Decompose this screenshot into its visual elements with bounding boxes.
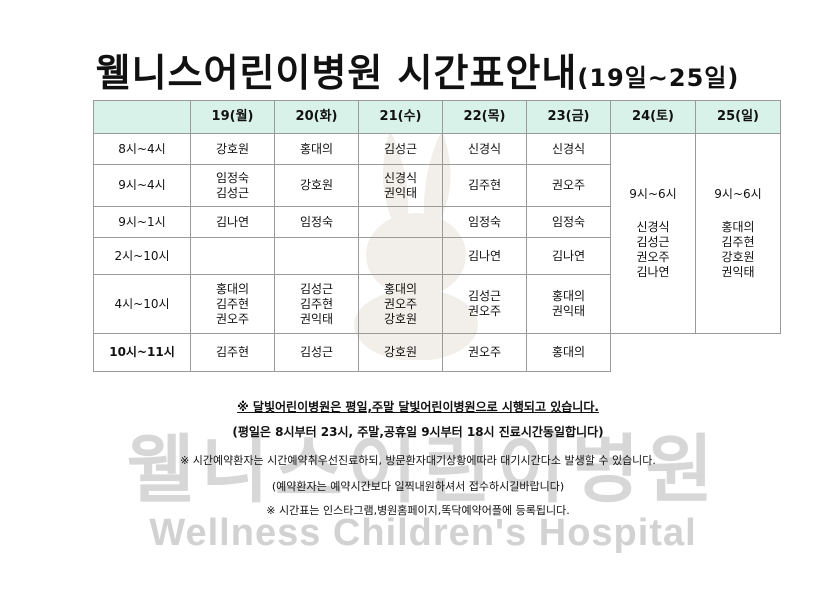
doctor-cell: 김주현: [442, 164, 527, 207]
doctor-cell: 김나연: [526, 237, 611, 275]
title-date-range: (19일~25일): [577, 64, 740, 92]
doctor-cell: 홍대의 권익태: [526, 274, 611, 334]
title-main: 웰니스어린이병원 시간표안내: [95, 51, 578, 95]
saturday-doctors: 신경식 김성근 권오주 김나연: [636, 220, 670, 279]
header-day: 19(월): [190, 100, 275, 134]
doctor-cell: 임정숙 김성근: [190, 164, 275, 207]
doctor-cell: [274, 237, 359, 275]
doctor-cell: 강호원: [274, 164, 359, 207]
header-row: 19(월) 20(화) 21(수) 22(목) 23(금) 24(토) 25(일…: [93, 100, 781, 134]
doctor-cell: [358, 206, 443, 238]
table-row: 9시~4시 임정숙 김성근 강호원 신경식 권익태 김주현 권오주: [93, 164, 781, 207]
table-row: 9시~1시 김나연 임정숙 임정숙 임정숙: [93, 206, 781, 238]
doctor-cell: 신경식: [442, 133, 527, 165]
header-day: 21(수): [358, 100, 443, 134]
doctor-cell: 김성근: [274, 333, 359, 372]
header-day: 25(일): [695, 100, 781, 134]
doctor-cell: 임정숙: [442, 206, 527, 238]
doctor-cell: 권오주: [442, 333, 527, 372]
doctor-cell: 강호원: [358, 333, 443, 372]
doctor-cell: 김주현: [190, 333, 275, 372]
doctor-cell: 권오주: [526, 164, 611, 207]
time-cell: 4시~10시: [93, 274, 191, 334]
doctor-cell: 신경식: [526, 133, 611, 165]
note-arrive-early: (예약환자는 예약시간보다 일찍내원하셔서 접수하시길바랍니다): [271, 480, 565, 493]
doctor-cell: 김나연: [442, 237, 527, 275]
header-day: 23(금): [526, 100, 611, 134]
time-cell: 9시~4시: [93, 164, 191, 207]
doctor-cell: [190, 237, 275, 275]
time-cell: 8시~4시: [93, 133, 191, 165]
doctor-cell: 홍대의: [526, 333, 611, 372]
header-time: [93, 100, 191, 134]
saturday-hours: 9시~6시: [629, 187, 677, 201]
header-day: 20(화): [274, 100, 359, 134]
doctor-cell: 임정숙: [274, 206, 359, 238]
doctor-cell: 홍대의 권오주 강호원: [358, 274, 443, 334]
note-moonlight-text: ※ 달빛어린이병원은 평일,주말 달빛어린이병원으로 시행되고 있습니다.: [237, 400, 599, 414]
note-reservation: ※ 시간예약환자는 시간예약취우선진료하되, 방문환자대기상황에따라 대기시간다…: [180, 454, 656, 467]
saturday-cell: 9시~6시 신경식 김성근 권오주 김나연: [610, 133, 696, 334]
header-day: 22(목): [442, 100, 527, 134]
sunday-cell: 9시~6시 홍대의 김주현 강호원 권익태: [695, 133, 781, 334]
time-cell: 2시~10시: [93, 237, 191, 275]
doctor-cell: 김성근: [358, 133, 443, 165]
header-day: 24(토): [610, 100, 696, 134]
doctor-cell: 홍대의: [274, 133, 359, 165]
page-title: 웰니스어린이병원 시간표안내(19일~25일): [0, 42, 835, 97]
doctor-cell: 홍대의 김주현 권오주: [190, 274, 275, 334]
note-hours: (평일은 8시부터 23시, 주말,공휴일 9시부터 18시 진료시간동일합니다…: [232, 425, 604, 439]
sunday-doctors: 홍대의 김주현 강호원 권익태: [721, 220, 755, 279]
sunday-hours: 9시~6시: [714, 187, 762, 201]
doctor-cell: 강호원: [190, 133, 275, 165]
doctor-cell: [358, 237, 443, 275]
doctor-cell: 김성근 권오주: [442, 274, 527, 334]
doctor-cell: 김나연: [190, 206, 275, 238]
time-cell: 10시~11시: [93, 333, 191, 372]
table-row: 10시~11시 김주현 김성근 강호원 권오주 홍대의: [93, 333, 781, 372]
table-row: 8시~4시 강호원 홍대의 김성근 신경식 신경식 9시~6시 신경식 김성근 …: [93, 133, 781, 334]
note-moonlight: ※ 달빛어린이병원은 평일,주말 달빛어린이병원으로 시행되고 있습니다.: [93, 398, 743, 415]
watermark-english: Wellness Children's Hospital: [149, 512, 697, 554]
schedule-table: 19(월) 20(화) 21(수) 22(목) 23(금) 24(토) 25(일…: [93, 100, 781, 372]
note-registration: ※ 시간표는 인스타그램,병원홈페이지,똑닥예약어플에 등록됩니다.: [266, 504, 570, 517]
time-cell: 9시~1시: [93, 206, 191, 238]
watermark-korean: 웰니스어린이병원: [126, 427, 720, 513]
doctor-cell: 신경식 권익태: [358, 164, 443, 207]
doctor-cell: 김성근 김주현 권익태: [274, 274, 359, 334]
doctor-cell: 임정숙: [526, 206, 611, 238]
